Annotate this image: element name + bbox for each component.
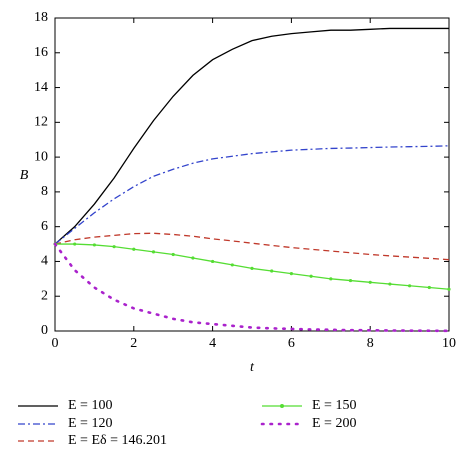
series-marker [408, 284, 412, 288]
series-marker [171, 252, 175, 257]
y-tick-label: 16 [34, 45, 48, 60]
legend-label: E = 120 [68, 416, 112, 431]
y-tick-label: 0 [41, 323, 48, 338]
series-marker [329, 277, 333, 281]
y-tick-label: 8 [41, 184, 48, 199]
y-tick-label: 18 [34, 10, 48, 25]
x-tick-label: 0 [52, 336, 59, 351]
x-tick-label: 6 [288, 336, 295, 351]
series-marker [368, 280, 372, 284]
x-axis-label: t [250, 360, 255, 375]
y-axis-label: B [20, 168, 29, 183]
series-marker [250, 266, 254, 270]
series-marker [270, 269, 274, 273]
x-tick-label: 2 [130, 336, 137, 351]
series-marker [427, 285, 431, 290]
y-tick-label: 6 [41, 219, 48, 234]
plot-frame [54, 17, 450, 332]
legend-label: E = 150 [312, 398, 356, 413]
series-marker [151, 250, 156, 254]
legend-label: E = 100 [68, 398, 112, 413]
legend-label: E = 200 [312, 416, 356, 431]
y-tick-label: 12 [34, 115, 48, 130]
series-marker [112, 245, 116, 249]
series-marker [348, 278, 353, 283]
series-marker [309, 274, 313, 278]
series-marker [211, 259, 215, 264]
y-tick-label: 2 [41, 288, 48, 303]
series-marker [230, 263, 234, 267]
series-marker [92, 243, 96, 247]
legend-swatch-marker [280, 404, 284, 408]
y-tick-label: 10 [34, 149, 48, 164]
series-line [53, 242, 451, 333]
y-tick-label: 14 [34, 80, 48, 95]
series-marker [191, 256, 195, 260]
series-marker [388, 282, 392, 286]
x-tick-label: 8 [367, 336, 374, 351]
series-line [54, 145, 450, 245]
x-tick-label: 4 [209, 336, 216, 351]
x-tick-label: 10 [442, 336, 456, 351]
y-tick-label: 4 [41, 254, 48, 269]
legend-label: E = Eδ = 146.201 [68, 433, 167, 448]
series-marker [73, 242, 77, 246]
series-marker [447, 287, 451, 291]
series-marker [289, 272, 293, 276]
series-line [54, 232, 450, 261]
series-marker [132, 247, 136, 251]
series-line [54, 27, 449, 245]
